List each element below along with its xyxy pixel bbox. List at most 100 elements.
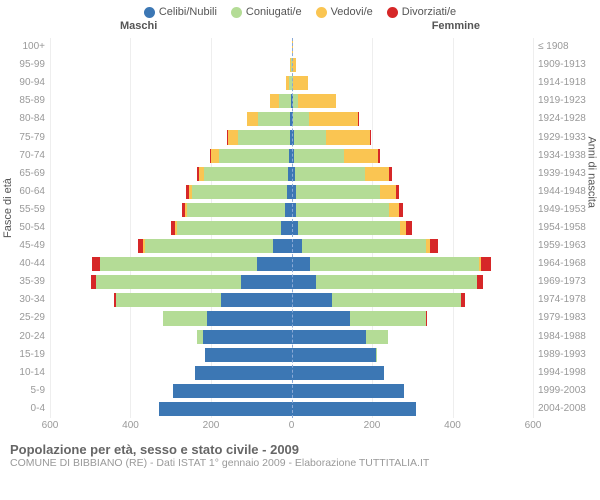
y-tick-birth: 1924-1928 [538,114,600,124]
bar-segment [378,149,380,163]
legend-swatch [316,7,327,18]
bar-segment [163,311,207,325]
bar-half-male [50,239,292,253]
bar-segment [298,221,401,235]
bar-segment [177,221,282,235]
bar-segment [292,366,385,380]
x-tick: 400 [122,420,139,431]
bar-segment [292,330,366,344]
bar-segment [376,348,377,362]
bar-segment [365,167,389,181]
bar-segment [207,311,292,325]
plot-area: 0-45-910-1415-1920-2425-2930-3435-3940-4… [0,38,600,438]
y-tick-birth: 1969-1973 [538,277,600,287]
y-tick-age: 80-84 [0,114,45,124]
chart-title: Popolazione per età, sesso e stato civil… [10,442,590,457]
x-tick: 200 [364,420,381,431]
bar-half-male [50,40,292,54]
bar-segment [228,130,238,144]
column-headers: Maschi Femmine [0,18,600,38]
bar-segment [293,76,308,90]
y-tick-age: 15-19 [0,350,45,360]
bar-segment [203,330,292,344]
y-tick-birth: 1959-1963 [538,241,600,251]
y-tick-age: 40-44 [0,259,45,269]
bar-segment [296,203,389,217]
bar-half-male [50,311,292,325]
legend-item: Divorziati/e [387,6,456,18]
bar-half-female [292,167,534,181]
bar-half-female [292,330,534,344]
bar-half-male [50,221,292,235]
bar-segment [380,185,396,199]
bar-half-female [292,239,534,253]
bar-half-female [292,149,534,163]
y-tick-birth: 1999-2003 [538,386,600,396]
x-tick: 0 [289,420,295,431]
bar-segment [295,167,365,181]
bar-half-male [50,76,292,90]
bar-half-female [292,311,534,325]
bar-segment [293,112,309,126]
bar-half-female [292,293,534,307]
bar-segment [399,203,403,217]
legend-item: Celibi/Nubili [144,6,217,18]
population-pyramid-chart: Celibi/Nubili Coniugati/e Vedovi/e Divorzia… [0,0,600,500]
bar-segment [292,384,405,398]
bar-half-male [50,330,292,344]
bar-segment [310,257,479,271]
bar-segment [298,94,336,108]
y-tick-age: 25-29 [0,313,45,323]
bar-segment [426,311,427,325]
x-tick: 200 [203,420,220,431]
y-tick-birth: 1909-1913 [538,60,600,70]
bar-half-male [50,293,292,307]
y-tick-birth: 1954-1958 [538,223,600,233]
bar-half-female [292,221,534,235]
bar-segment [258,112,290,126]
bar-segment [273,239,291,253]
bar-half-male [50,257,292,271]
y-label-age: Fasce di età [2,178,14,238]
y-tick-age: 85-89 [0,96,45,106]
bar-half-male [50,94,292,108]
bar-segment [316,275,477,289]
center-axis-line [292,38,293,418]
bar-segment [159,402,292,416]
header-male: Maschi [120,20,157,32]
bar-segment [292,275,316,289]
y-tick-age: 75-79 [0,133,45,143]
chart-footer: Popolazione per età, sesso e stato civil… [0,438,600,469]
bar-segment [92,257,99,271]
y-tick-birth: 1914-1918 [538,78,600,88]
bar-segment [238,130,290,144]
bar-half-male [50,185,292,199]
x-tick: 600 [42,420,59,431]
bar-segment [370,130,371,144]
bar-segment [116,293,221,307]
y-tick-age: 90-94 [0,78,45,88]
bar-segment [211,149,219,163]
bar-segment [145,239,274,253]
y-tick-age: 10-14 [0,368,45,378]
bar-half-female [292,185,534,199]
y-tick-birth: ≤ 1908 [538,42,600,52]
legend-label: Vedovi/e [331,6,373,18]
bar-half-male [50,167,292,181]
bar-half-male [50,149,292,163]
x-tick: 400 [444,420,461,431]
y-tick-birth: 1989-1993 [538,350,600,360]
legend-label: Coniugati/e [246,6,302,18]
bar-segment [296,185,381,199]
y-tick-age: 30-34 [0,295,45,305]
y-tick-birth: 1974-1978 [538,295,600,305]
bar-half-female [292,366,534,380]
legend-swatch [144,7,155,18]
legend-item: Vedovi/e [316,6,373,18]
bar-half-female [292,94,534,108]
bar-segment [205,348,292,362]
legend: Celibi/Nubili Coniugati/e Vedovi/e Divorzia… [0,0,600,18]
y-tick-birth: 1979-1983 [538,313,600,323]
bar-segment [221,293,291,307]
bar-segment [302,239,427,253]
